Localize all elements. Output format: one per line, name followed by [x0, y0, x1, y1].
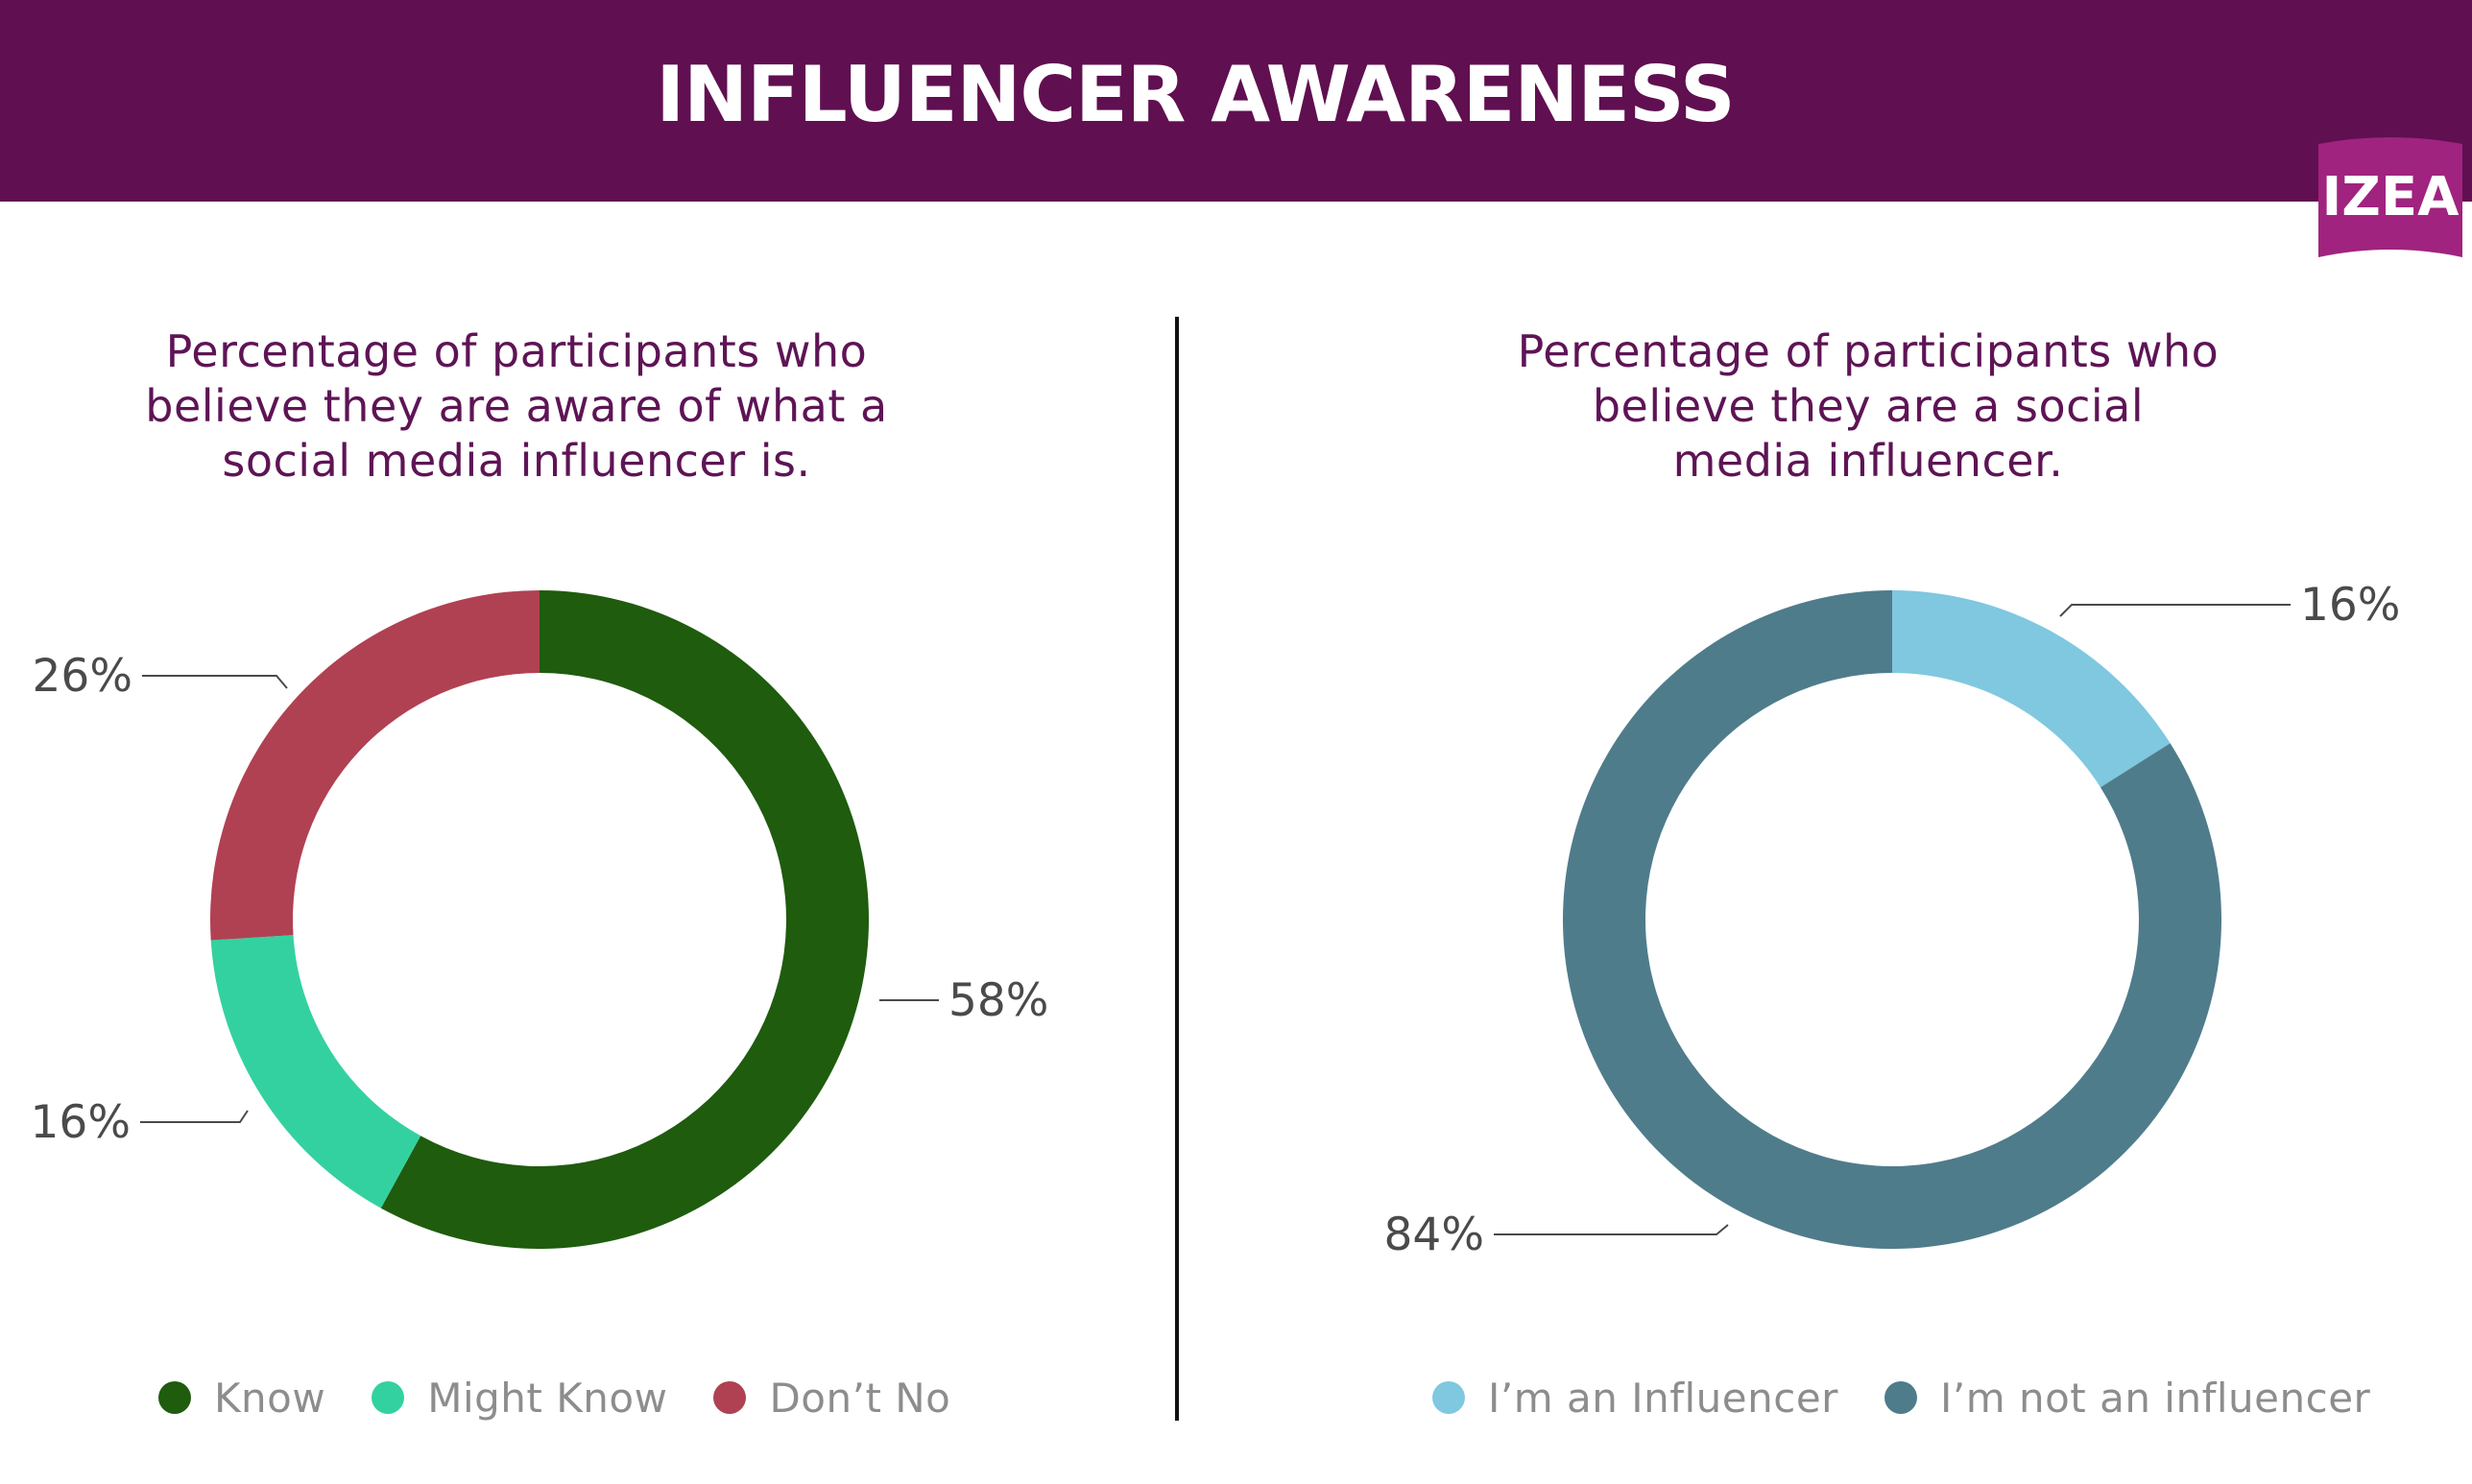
chart-2-leader-line-2	[1494, 1224, 1729, 1235]
chart-1-title-line-2: believe they are aware of what a	[145, 380, 888, 432]
chart-2-leader-line-1	[2059, 604, 2291, 617]
chart-2-title-line-3: media influencer.	[1672, 435, 2064, 487]
legend-swatch-might-know	[372, 1381, 405, 1414]
chart-1-slice-2	[210, 935, 421, 1209]
header-banner	[0, 0, 2472, 202]
chart-2-data-label-2: 84%	[1384, 1209, 1484, 1261]
chart-1-data-label-3: 26%	[33, 650, 132, 703]
legend-swatch-not-influencer	[1884, 1381, 1917, 1414]
chart-1-title: Percentage of participants who believe t…	[84, 324, 948, 489]
chart-2-legend: I’m an Influencer I’m not an influencer	[1432, 1371, 2416, 1424]
chart-1-title-line-1: Percentage of participants who	[165, 325, 868, 377]
chart-2-data-label-1: 16%	[2300, 579, 2400, 632]
chart-1-slice-1	[380, 590, 869, 1249]
legend-label-might-know: Might Know	[427, 1374, 668, 1422]
chart-2-title-line-1: Percentage of participants who	[1517, 325, 2220, 377]
legend-label-know: Know	[214, 1374, 326, 1422]
chart-2-title-line-2: believe they are a social	[1592, 380, 2145, 432]
chart-2-slice-1	[1892, 590, 2171, 788]
legend-item-not-influencer: I’m not an influencer	[1884, 1375, 2370, 1422]
legend-swatch-influencer	[1432, 1381, 1465, 1414]
logo-text: IZEA	[2321, 166, 2460, 228]
legend-item-influencer: I’m an Influencer	[1432, 1375, 1838, 1422]
izea-logo: IZEA	[2318, 136, 2462, 265]
legend-item-might-know: Might Know	[372, 1375, 667, 1422]
chart-1-slice-3	[209, 590, 540, 941]
page-title: INFLUENCER AWARENESS	[656, 50, 1735, 139]
chart-1-data-label-2: 16%	[31, 1096, 131, 1149]
chart-1-leader-line-2	[140, 1110, 249, 1123]
legend-label-not-influencer: I’m not an influencer	[1939, 1374, 2371, 1422]
legend-item-know: Know	[158, 1375, 325, 1422]
legend-label-dont-know: Don’t No	[769, 1374, 951, 1422]
chart-1-title-line-3: social media influencer is.	[222, 435, 811, 487]
legend-label-influencer: I’m an Influencer	[1488, 1374, 1838, 1422]
legend-item-dont-know: Don’t No	[713, 1375, 950, 1422]
legend-swatch-know	[158, 1381, 191, 1414]
legend-swatch-dont-know	[713, 1381, 747, 1414]
chart-divider	[1175, 317, 1179, 1421]
chart-1-leader-line-3	[142, 675, 288, 689]
chart-2-title: Percentage of participants who believe t…	[1436, 324, 2300, 489]
chart-1-legend: Know Might Know Don’t No	[158, 1371, 996, 1424]
chart-1-data-label-1: 58%	[948, 974, 1048, 1027]
